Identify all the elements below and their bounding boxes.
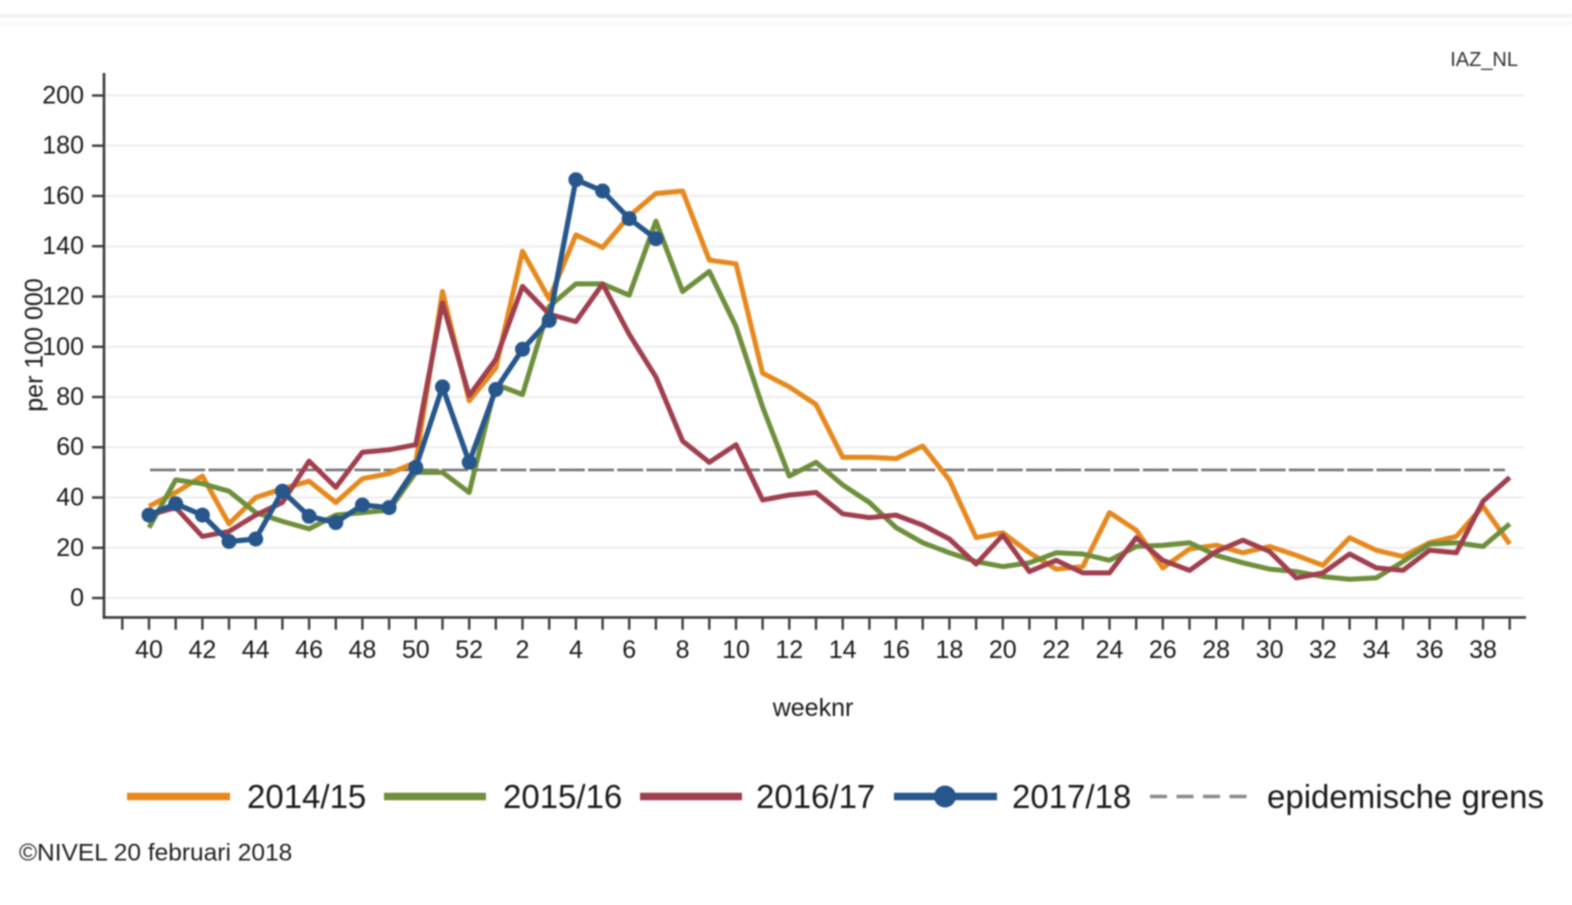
svg-text:16: 16 [882, 636, 910, 664]
svg-text:22: 22 [1042, 636, 1070, 664]
svg-text:100: 100 [42, 333, 84, 361]
svg-text:4: 4 [569, 636, 583, 664]
svg-text:34: 34 [1362, 636, 1390, 664]
svg-text:40: 40 [135, 636, 163, 664]
svg-text:60: 60 [56, 433, 84, 461]
svg-text:28: 28 [1202, 636, 1230, 664]
svg-text:6: 6 [622, 636, 636, 664]
svg-text:26: 26 [1149, 636, 1177, 664]
svg-text:8: 8 [676, 636, 690, 664]
svg-text:52: 52 [455, 636, 483, 664]
svg-text:2016/17: 2016/17 [756, 778, 875, 815]
svg-text:120: 120 [42, 283, 84, 311]
svg-text:180: 180 [42, 132, 84, 160]
svg-text:weeknr: weeknr [772, 694, 854, 722]
svg-text:0: 0 [70, 584, 84, 612]
svg-text:©NIVEL 20 februari 2018: ©NIVEL 20 februari 2018 [19, 840, 292, 867]
svg-text:44: 44 [242, 636, 270, 664]
svg-text:36: 36 [1416, 636, 1444, 664]
svg-text:140: 140 [42, 232, 84, 260]
svg-text:38: 38 [1469, 636, 1497, 664]
svg-text:48: 48 [348, 636, 376, 664]
svg-text:epidemische grens: epidemische grens [1267, 778, 1544, 815]
svg-text:20: 20 [989, 636, 1017, 664]
svg-text:40: 40 [56, 484, 84, 512]
svg-text:50: 50 [402, 636, 430, 664]
svg-text:200: 200 [42, 82, 84, 110]
svg-text:24: 24 [1096, 636, 1124, 664]
svg-text:32: 32 [1309, 636, 1337, 664]
svg-text:14: 14 [829, 636, 857, 664]
svg-text:2014/15: 2014/15 [247, 778, 366, 815]
svg-text:10: 10 [722, 636, 750, 664]
svg-text:18: 18 [935, 636, 963, 664]
svg-text:IAZ_NL: IAZ_NL [1450, 49, 1518, 71]
svg-text:per 100 000: per 100 000 [21, 278, 49, 411]
svg-text:12: 12 [775, 636, 803, 664]
svg-text:160: 160 [42, 182, 84, 210]
svg-text:30: 30 [1256, 636, 1284, 664]
svg-text:46: 46 [295, 636, 323, 664]
svg-text:42: 42 [188, 636, 216, 664]
svg-text:2: 2 [516, 636, 530, 664]
svg-text:2015/16: 2015/16 [503, 778, 622, 815]
svg-text:20: 20 [56, 534, 84, 562]
svg-text:80: 80 [56, 383, 84, 411]
svg-text:2017/18: 2017/18 [1012, 778, 1131, 815]
